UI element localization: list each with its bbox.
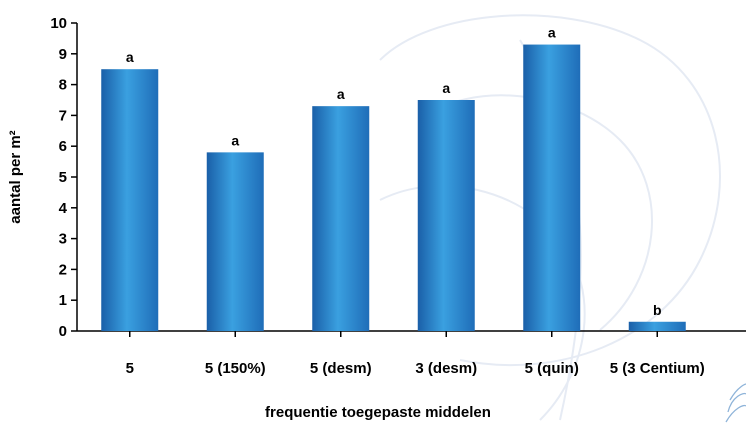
significance-label: a bbox=[126, 49, 134, 65]
x-tick-label: 5 (quin) bbox=[525, 360, 579, 377]
x-axis-ticks: 5 5 (150%) 5 (desm) 3 (desm) 5 (quin) 5 (3 Ce… bbox=[126, 331, 705, 377]
plot-axes bbox=[76, 23, 746, 332]
y-tick-label: 2 bbox=[59, 261, 67, 278]
y-tick-label: 7 bbox=[59, 107, 67, 124]
bar bbox=[312, 106, 370, 331]
bar bbox=[417, 100, 475, 331]
bar bbox=[101, 69, 159, 331]
x-tick-label: 5 (3 Centium) bbox=[610, 360, 705, 377]
y-tick-label: 5 bbox=[59, 169, 67, 186]
bar bbox=[206, 152, 264, 331]
y-tick-label: 6 bbox=[59, 138, 67, 155]
significance-label: a bbox=[442, 80, 450, 96]
corner-logo bbox=[725, 383, 746, 423]
y-tick-label: 0 bbox=[59, 323, 67, 340]
x-tick-label: 5 (desm) bbox=[310, 360, 372, 377]
bar bbox=[523, 44, 581, 332]
x-tick-label: 3 (desm) bbox=[415, 360, 477, 377]
y-tick-label: 3 bbox=[59, 231, 67, 248]
significance-label: a bbox=[337, 86, 345, 102]
significance-label: b bbox=[653, 302, 662, 318]
significance-label: a bbox=[548, 25, 556, 41]
significance-label: a bbox=[231, 132, 239, 148]
x-axis-title: frequentie toegepaste middelen bbox=[265, 404, 491, 421]
y-tick-label: 10 bbox=[50, 15, 67, 32]
x-tick-label: 5 (150%) bbox=[205, 360, 266, 377]
y-tick-label: 1 bbox=[59, 292, 67, 309]
bar bbox=[628, 321, 686, 331]
y-tick-label: 4 bbox=[59, 200, 68, 217]
x-tick-label: 5 bbox=[126, 360, 134, 377]
y-tick-label: 8 bbox=[59, 77, 67, 94]
y-axis-title: aantal per m² bbox=[7, 130, 24, 223]
bars: a a a a a b bbox=[101, 25, 686, 332]
y-axis-ticks: 0 1 2 3 4 5 6 7 8 9 10 bbox=[50, 15, 77, 340]
y-tick-label: 9 bbox=[59, 46, 67, 63]
